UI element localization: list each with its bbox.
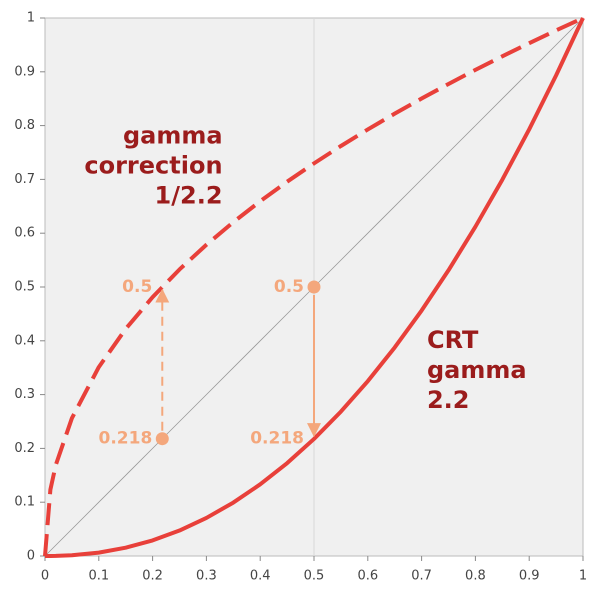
point-label: 0.5 (122, 277, 152, 297)
y-tick-label: 0 (27, 549, 35, 564)
line (44, 17, 585, 558)
x-tick-label: 0.2 (142, 569, 163, 584)
point-label: 0.218 (99, 429, 153, 449)
line (43, 16, 584, 557)
y-tick-label: 0.3 (14, 387, 35, 402)
annotation: gamma (123, 121, 223, 149)
y-tick-label: 0.5 (14, 280, 35, 295)
y-tick-label: 0.9 (14, 64, 35, 79)
x-tick-label: 0.6 (357, 569, 378, 584)
x-tick-label: 1 (579, 569, 587, 584)
y-tick-label: 0.7 (14, 172, 35, 187)
x-tick-label: 0.3 (196, 569, 217, 584)
x-tick-label: 0 (41, 569, 49, 584)
y-tick-label: 0.8 (14, 118, 35, 133)
x-tick-label: 0.8 (465, 569, 486, 584)
y-tick-label: 0.2 (14, 441, 35, 456)
y-tick-label: 1 (27, 11, 35, 26)
y-tick-label: 0.6 (14, 226, 35, 241)
point (155, 432, 169, 446)
x-tick-label: 0.1 (88, 569, 109, 584)
x-tick-label: 0.7 (411, 569, 432, 584)
point (307, 280, 321, 294)
line (44, 17, 584, 557)
annotation: 2.2 (427, 386, 470, 414)
y-tick-label: 0.1 (14, 495, 35, 510)
point-label: 0.218 (250, 429, 304, 449)
annotation: CRT (427, 326, 479, 354)
point-label: 0.5 (274, 277, 304, 297)
y-tick-label: 0.4 (14, 333, 35, 348)
annotation: correction (84, 151, 222, 179)
annotation: 1/2.2 (155, 181, 223, 209)
x-tick-label: 0.4 (250, 569, 271, 584)
x-tick-label: 0.9 (519, 569, 540, 584)
annotation: gamma (427, 356, 527, 384)
x-tick-label: 0.5 (304, 569, 325, 584)
